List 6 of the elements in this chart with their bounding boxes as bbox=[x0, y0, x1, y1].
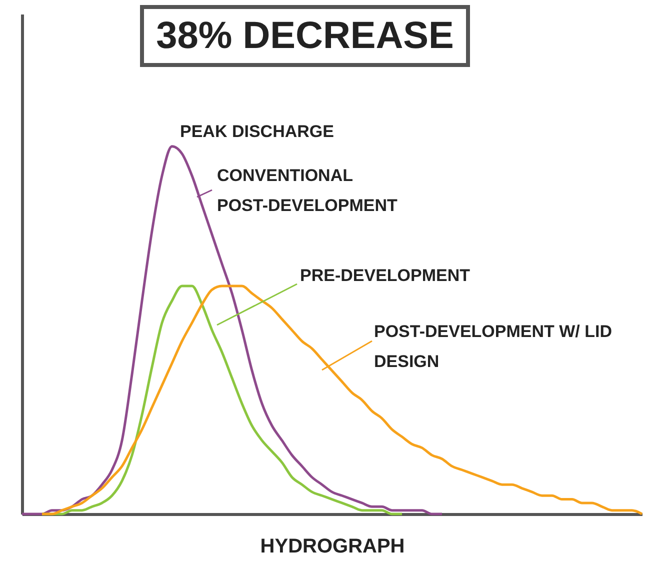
legend-label: POST-DEVELOPMENT W/ LID DESIGN bbox=[374, 322, 612, 371]
text: PEAK DISCHARGE bbox=[180, 122, 334, 141]
text: PRE-DEVELOPMENT bbox=[300, 266, 471, 285]
x-axis-title: HYDROGRAPH bbox=[260, 536, 405, 558]
legend-label: CONVENTIONAL POST-DEVELOPMENT bbox=[217, 166, 398, 215]
chart-title: 38% DECREASE bbox=[140, 5, 470, 67]
